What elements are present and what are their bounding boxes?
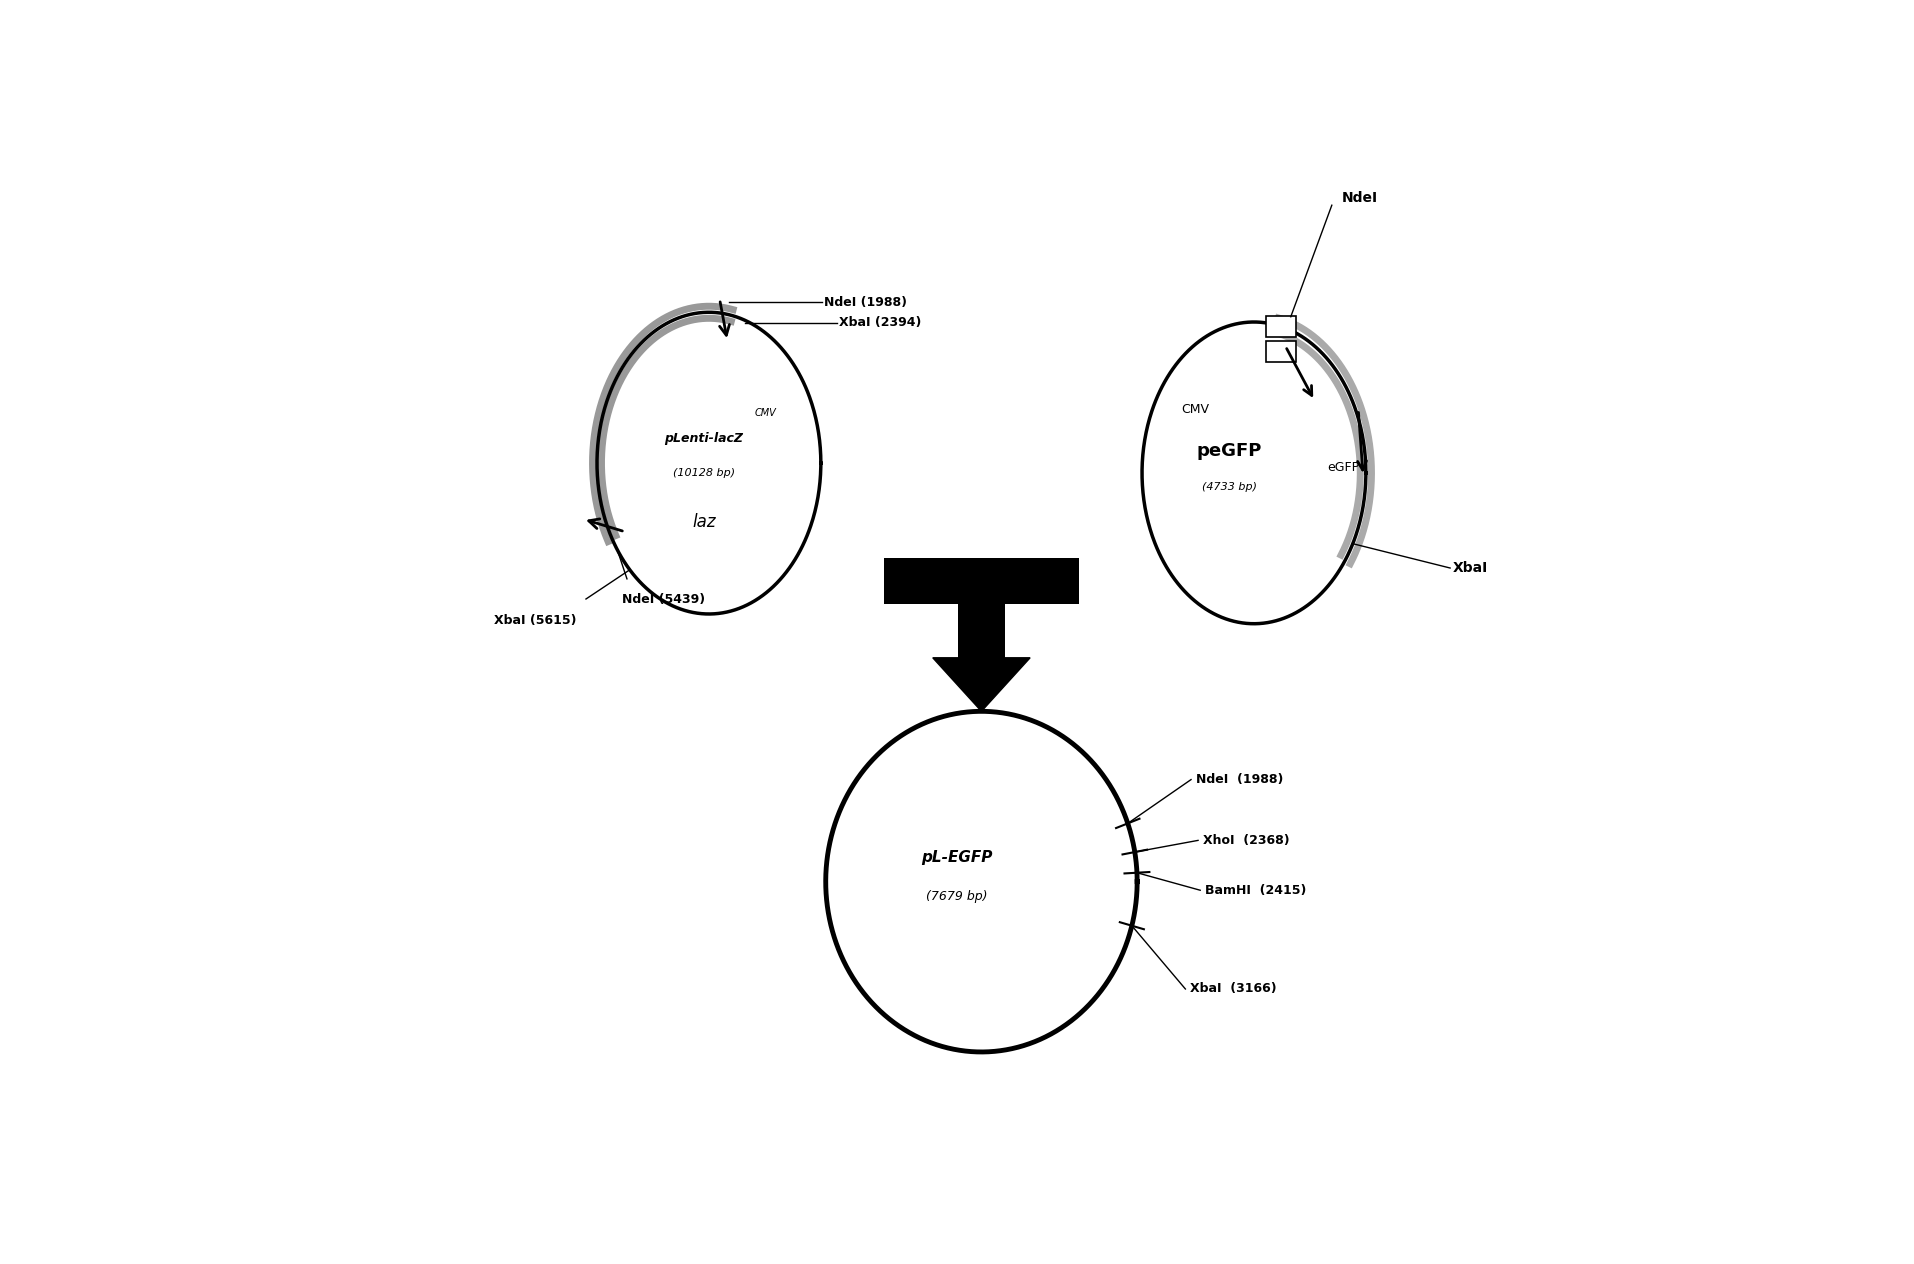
Text: XbaI (2394): XbaI (2394) <box>838 316 921 330</box>
Text: CMV: CMV <box>1181 403 1210 416</box>
Text: pL-EGFP: pL-EGFP <box>921 849 991 865</box>
Bar <box>1265 341 1296 363</box>
Polygon shape <box>932 657 1030 712</box>
Text: peGFP: peGFP <box>1196 442 1261 460</box>
Text: NdeI (5439): NdeI (5439) <box>622 594 704 607</box>
Text: NdeI: NdeI <box>1342 191 1376 205</box>
Text: (7679 bp): (7679 bp) <box>926 890 988 902</box>
Bar <box>1265 316 1296 337</box>
Text: laz: laz <box>691 512 716 531</box>
Text: eGFP: eGFP <box>1326 461 1359 474</box>
Text: pLenti-lacZ: pLenti-lacZ <box>664 432 743 445</box>
Text: XbaI (5615): XbaI (5615) <box>494 613 576 627</box>
Text: CMV: CMV <box>754 407 775 417</box>
Text: NdeI (1988): NdeI (1988) <box>823 296 907 308</box>
Text: XhoI  (2368): XhoI (2368) <box>1202 834 1288 847</box>
Text: (10128 bp): (10128 bp) <box>672 468 735 478</box>
Bar <box>884 557 1078 604</box>
Text: NdeI  (1988): NdeI (1988) <box>1194 774 1282 786</box>
Text: (4733 bp): (4733 bp) <box>1202 483 1256 493</box>
Text: XbaI: XbaI <box>1453 561 1487 575</box>
Text: XbaI  (3166): XbaI (3166) <box>1191 982 1277 996</box>
Text: BamHI  (2415): BamHI (2415) <box>1204 884 1305 896</box>
Bar <box>957 604 1005 657</box>
